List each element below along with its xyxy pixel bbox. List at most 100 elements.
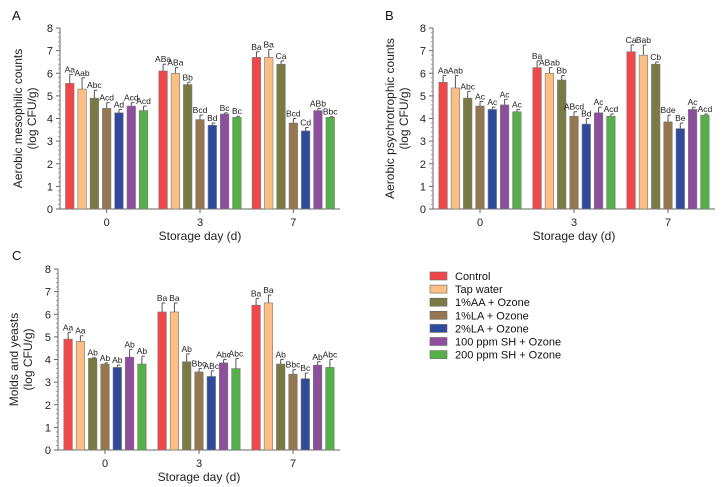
y-tick-label: 1 [47,181,53,193]
legend-label: 1%LA + Ozone [455,310,529,322]
bar [169,311,179,451]
y-tick-label: 5 [45,332,51,344]
significance-label: Ac [512,99,523,109]
significance-label: Abc [460,81,475,91]
bar [232,117,242,210]
legend-swatch [429,297,448,307]
bar [675,128,685,210]
significance-label: Bb [556,66,567,76]
y-tick-label: 1 [420,181,426,193]
legend-swatch [429,284,448,294]
y-tick-label: 2 [47,159,53,171]
panel-letter: B [385,8,394,23]
bar [532,67,542,210]
significance-label: Ab [312,352,323,362]
bar [195,119,205,210]
significance-label: Be [675,113,686,123]
significance-label: Ab [87,348,98,358]
x-axis-label: Storage day (d) [159,229,242,243]
bar [626,51,636,210]
x-tick-label: 3 [196,458,202,470]
y-tick-label: 6 [45,309,51,321]
x-tick-label: 3 [571,217,577,229]
x-tick-label: 7 [290,217,296,229]
x-tick-label: 0 [102,458,108,470]
significance-label: Acd [604,104,619,114]
bar [137,363,147,451]
y-tick-label: 4 [47,114,53,126]
significance-label: Ab [275,350,286,360]
significance-label: Bb [182,72,193,82]
significance-label: Bc [300,363,311,373]
significance-label: Acd [124,93,139,103]
bar [700,114,710,210]
panel-letter: A [12,8,21,23]
y-tick-label: 3 [420,136,426,148]
bar [207,124,217,210]
significance-label: ABa [167,58,183,68]
bar [651,63,661,210]
significance-label: Bc [232,106,243,116]
legend-swatch [429,324,448,333]
y-tick-label: 8 [47,23,53,35]
bar [100,363,110,451]
significance-label: Aa [75,326,86,336]
y-tick-label: 2 [420,159,426,171]
significance-label: Ca [626,35,637,45]
y-tick-label: 5 [47,91,53,103]
significance-label: Ca [276,51,287,61]
legend-label: 2%LA + Ozone [455,323,529,335]
bar [288,373,298,451]
significance-label: Acd [99,93,114,103]
bar [475,105,485,210]
bar [65,83,75,210]
significance-label: Abc [229,348,244,358]
bar [594,112,604,210]
significance-label: ABc [204,361,220,371]
y-axis-label: Aerobic mesophilic counts [11,49,25,188]
y-axis-label-units: (log CFU/g) [25,87,39,149]
legend-swatch [429,271,448,281]
significance-label: Ac [475,92,486,102]
bar [606,115,616,210]
bar [263,302,273,451]
y-tick-label: 0 [420,204,426,216]
bar [487,109,497,210]
bar [77,88,87,210]
legend-label: 1%AA + Ozone [455,297,530,309]
bar [313,364,323,451]
legend-swatch [429,337,448,346]
y-tick-label: 7 [45,287,51,299]
significance-label: Ba [264,39,275,49]
significance-label: Bbc [192,359,207,369]
legend-swatch [429,350,448,359]
legend-label: 100 ppm SH + Ozone [455,337,561,349]
y-tick-label: 4 [45,355,51,367]
bar [688,109,698,210]
bar [512,111,522,210]
y-tick-label: 7 [420,46,426,58]
significance-label: Ac [500,89,511,99]
bar [139,110,149,210]
bar [206,376,216,451]
significance-label: Cb [650,52,661,62]
significance-label: Bcd [286,109,301,119]
bar [581,123,591,210]
significance-label: Aa [438,66,449,76]
bar [102,108,112,210]
bar [219,362,229,451]
significance-label: Ab [137,346,148,356]
bar [114,112,124,210]
x-axis-label: Storage day (d) [533,229,616,243]
bar [325,367,335,451]
significance-label: Bde [660,105,675,115]
bar [158,70,168,210]
bar [276,63,286,210]
bar [231,368,241,451]
y-tick-label: 0 [47,204,53,216]
panel-letter: C [12,248,21,263]
bar [63,338,73,451]
